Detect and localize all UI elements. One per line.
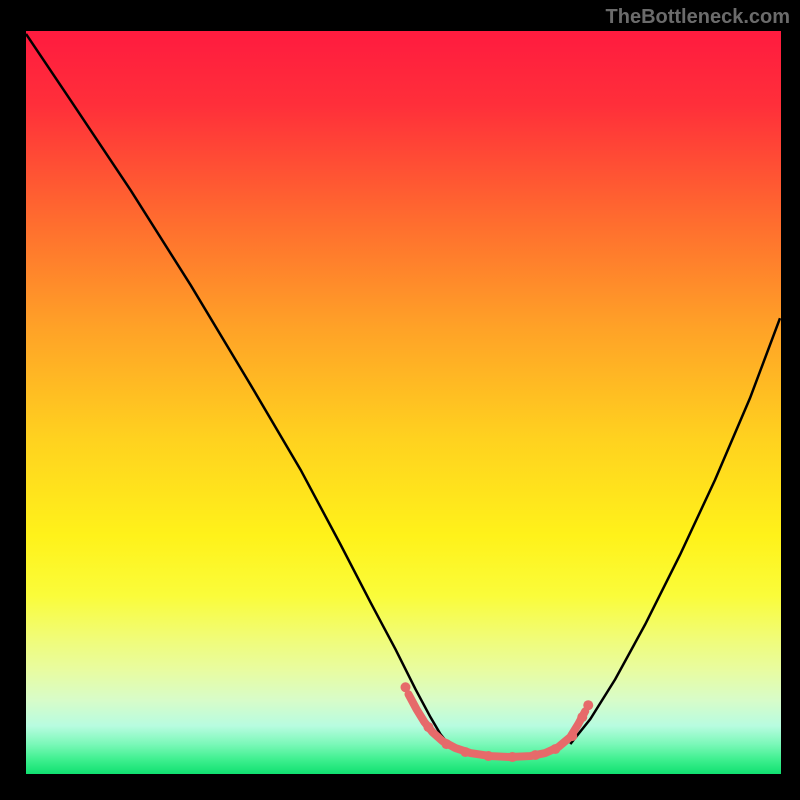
curve-layer <box>26 31 781 774</box>
trough-dot <box>507 752 517 762</box>
watermark-text: TheBottleneck.com <box>606 6 790 29</box>
trough-dot <box>550 744 560 754</box>
trough-dot <box>483 751 493 761</box>
trough-dot <box>401 682 411 692</box>
trough-dot <box>583 700 593 710</box>
trough-highlight <box>401 682 594 762</box>
chart-container: TheBottleneck.com <box>0 0 800 800</box>
plot-area <box>25 30 781 775</box>
trough-dot <box>423 722 433 732</box>
left-curve <box>26 34 448 744</box>
trough-dot <box>460 747 470 757</box>
trough-dot <box>567 731 577 741</box>
trough-dot <box>441 739 451 749</box>
right-curve <box>570 318 780 744</box>
trough-dot <box>577 712 587 722</box>
trough-dot <box>530 750 540 760</box>
